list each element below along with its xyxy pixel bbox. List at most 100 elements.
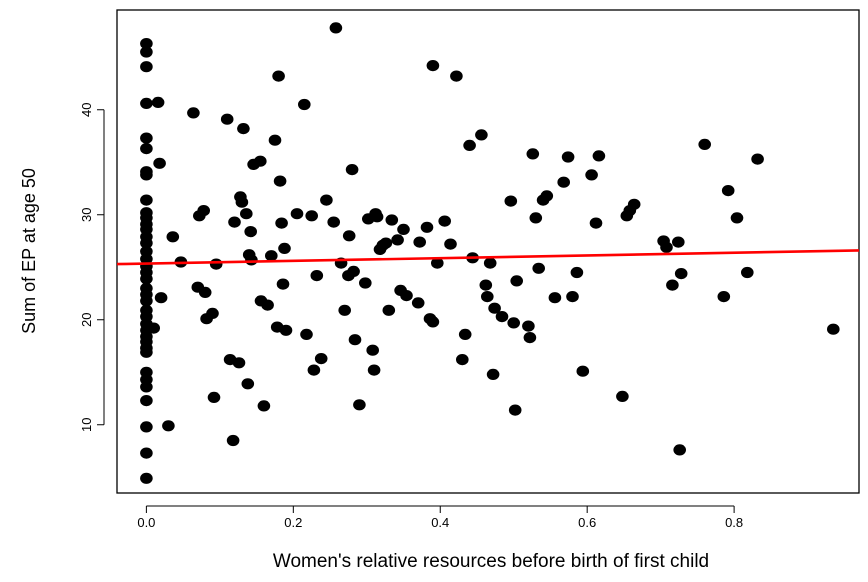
data-point (329, 22, 343, 34)
data-point (348, 334, 362, 346)
x-tick-label: 0.6 (578, 515, 596, 530)
data-point (508, 404, 522, 416)
data-point (450, 70, 463, 82)
y-axis-label: Sum of EP at age 50 (19, 168, 39, 334)
data-point (320, 194, 333, 206)
data-point (314, 353, 328, 365)
data-point (353, 399, 366, 411)
data-points (140, 22, 840, 484)
data-point (268, 134, 282, 146)
data-point (228, 216, 241, 228)
data-point (244, 226, 257, 238)
data-point (140, 194, 153, 206)
data-point (379, 237, 393, 249)
data-point (140, 97, 153, 109)
data-point (140, 46, 153, 58)
data-point (359, 277, 372, 289)
data-point (305, 210, 319, 222)
data-point (411, 297, 425, 309)
x-tick-label: 0.2 (284, 515, 302, 530)
data-point (140, 421, 153, 433)
data-point (526, 148, 540, 160)
data-point (327, 216, 341, 228)
data-point (523, 332, 537, 344)
data-point (717, 291, 731, 303)
data-point (290, 208, 304, 220)
data-point (673, 444, 686, 456)
data-point (151, 96, 165, 108)
data-point (257, 400, 271, 412)
data-point (741, 266, 754, 279)
data-point (672, 236, 685, 248)
y-tick-label: 30 (79, 208, 94, 222)
data-point (240, 208, 253, 220)
data-point (366, 344, 380, 356)
data-point (510, 275, 523, 287)
data-point (566, 291, 579, 303)
data-point (298, 98, 311, 111)
y-tick-label: 10 (79, 418, 94, 432)
data-point (198, 286, 212, 298)
data-point (463, 139, 476, 151)
trend-line (116, 249, 860, 266)
data-point (495, 311, 509, 323)
data-point (481, 291, 494, 303)
data-point (730, 212, 744, 224)
data-point (488, 302, 501, 314)
data-point (532, 262, 545, 274)
data-point (140, 447, 153, 459)
data-point (557, 176, 570, 188)
data-point (276, 278, 290, 290)
data-point (585, 169, 598, 181)
data-point (397, 223, 410, 235)
data-point (147, 322, 160, 334)
data-point (140, 38, 153, 50)
data-point (237, 123, 250, 135)
data-point (370, 211, 384, 223)
data-point (391, 234, 404, 246)
y-axis: 10 20 30 40 (79, 103, 105, 432)
data-point (660, 241, 673, 253)
data-point (385, 214, 399, 226)
data-point (431, 257, 444, 269)
data-point (507, 317, 520, 329)
data-point (721, 185, 735, 197)
data-point (338, 304, 352, 316)
data-point (235, 196, 249, 208)
data-point (426, 316, 440, 328)
data-point (232, 357, 246, 369)
data-point (413, 236, 427, 248)
data-point (307, 364, 321, 376)
data-point (209, 258, 223, 270)
data-point (570, 266, 584, 279)
data-point (278, 242, 291, 254)
data-point (347, 265, 360, 277)
x-axis: 0.0 0.2 0.4 0.6 0.8 (137, 505, 743, 530)
data-point (698, 138, 711, 150)
data-point (342, 230, 356, 242)
data-point (420, 221, 434, 233)
data-point (140, 395, 153, 407)
data-point (207, 391, 221, 403)
data-point (187, 107, 200, 119)
data-point (751, 153, 764, 165)
data-point (241, 378, 255, 390)
data-point (456, 354, 469, 366)
data-point (627, 198, 641, 210)
data-point (140, 132, 153, 144)
data-point (140, 61, 153, 73)
data-point (438, 215, 452, 227)
data-point (548, 292, 562, 304)
data-point (140, 143, 153, 155)
data-point (140, 295, 153, 307)
data-point (220, 113, 234, 125)
data-point (154, 292, 168, 304)
data-point (272, 70, 285, 82)
data-point (475, 129, 488, 141)
data-point (275, 217, 288, 229)
data-point (444, 238, 457, 250)
data-point (245, 254, 258, 266)
data-point (345, 164, 359, 176)
y-tick-label: 40 (79, 103, 94, 117)
